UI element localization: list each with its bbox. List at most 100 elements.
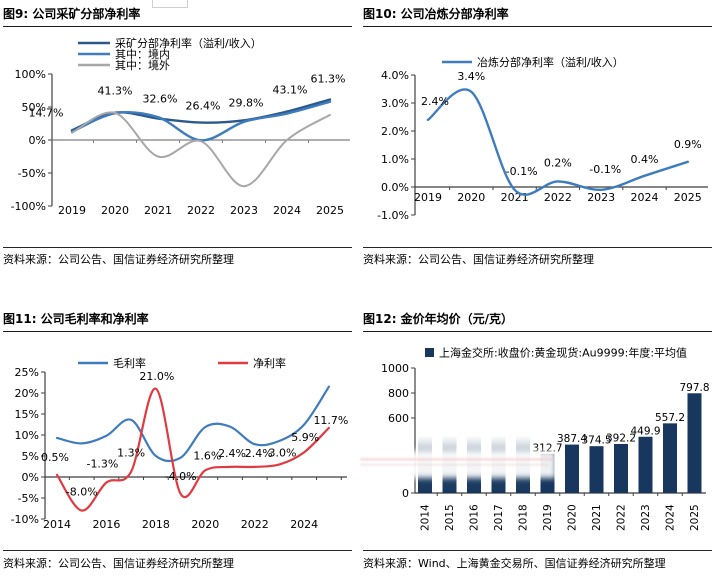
- x-tick-label: 2019: [58, 204, 86, 217]
- series-line-1: [55, 387, 330, 512]
- y-tick-label: 50%: [22, 101, 46, 114]
- x-tick-label: 2025: [316, 204, 344, 217]
- axes: 1000 800 600 0: [381, 362, 706, 500]
- x-tick-label: 2025: [689, 504, 701, 531]
- x-tick-label: 2020: [191, 518, 219, 531]
- series-lines: [426, 88, 689, 196]
- x-tick-label: 2020: [567, 504, 579, 531]
- source-rule: [363, 247, 712, 248]
- y-tick-label: -50%: [18, 167, 46, 180]
- point-label: -0.1%: [506, 165, 538, 178]
- point-label: 2.4%: [245, 447, 273, 460]
- axes: 4.0% 3.0% 2.0% 1.0% 0.0% -1.0% 2019 2020 2021 202…: [377, 69, 708, 222]
- x-tick-label: 2014: [43, 518, 71, 531]
- point-label: 11.7%: [313, 414, 348, 427]
- point-label: 14.7%: [29, 106, 64, 119]
- point-labels: 0.5%-8.0%-1.3%1.3%21.0%-4.0%1.6%2.4%2.4%…: [41, 370, 348, 499]
- point-label: 0.9%: [674, 138, 702, 151]
- point-label: 0.4%: [631, 153, 659, 166]
- x-tick-label: 2022: [187, 204, 215, 217]
- point-label: 43.1%: [273, 84, 308, 97]
- y-tick-label: -10%: [11, 513, 39, 526]
- figure-panel-10: 图10: 公司冶炼分部净利率 4.0% 3.0% 2.0% 1.0% 0.0% -1.0%…: [360, 0, 720, 280]
- point-label: -1.3%: [86, 457, 118, 470]
- y-tick-label: 0: [402, 487, 409, 500]
- y-tick-label: 4.0%: [381, 69, 409, 82]
- bar-value-label: 392.2: [606, 432, 636, 444]
- y-tick-label: 15%: [15, 408, 39, 421]
- x-tick-label: 2016: [469, 504, 481, 531]
- y-tick-label: 600: [388, 412, 409, 425]
- x-tick-label: 2023: [587, 191, 615, 204]
- point-label: 1.6%: [193, 449, 221, 462]
- x-tick-label: 2022: [616, 504, 628, 531]
- source-rule: [363, 550, 712, 551]
- y-tick-label: 0%: [22, 471, 39, 484]
- point-label: 1.3%: [117, 447, 145, 460]
- bar-value-label: 387.4: [557, 433, 587, 445]
- bar-2025: [687, 393, 702, 493]
- figure-9-title: 图9: 公司采矿分部净利率: [3, 7, 141, 21]
- series-line-0: [55, 385, 330, 463]
- legend: 毛利率 净利率: [78, 356, 286, 370]
- y-tick-label: -1.0%: [377, 209, 409, 222]
- title-rule: [3, 26, 352, 27]
- figure-panel-9: 图9: 公司采矿分部净利率 100% 50% 0% -50% -100% 2019 2020…: [0, 0, 360, 280]
- x-tick-label: 2021: [144, 204, 172, 217]
- x-tick-label: 2023: [230, 204, 258, 217]
- point-label: -4.0%: [165, 470, 197, 483]
- figure-9-source: 资料来源：公司公告、国信证券经济研究所整理: [3, 253, 234, 266]
- x-tick-label: 2015: [444, 504, 456, 531]
- series-lines: [70, 98, 332, 188]
- bar-2023: [638, 436, 653, 493]
- point-labels: 14.7% 41.3% 32.6% 26.4% 29.8% 43.1%61.3%: [29, 73, 346, 120]
- bar-2020: [565, 444, 579, 493]
- x-tick-label: 2017: [493, 504, 505, 531]
- point-label: -0.1%: [589, 163, 621, 176]
- x-tick-label: 2025: [674, 191, 702, 204]
- point-label: 41.3%: [98, 85, 133, 98]
- legend-label: 其中：境外: [115, 58, 170, 72]
- axes: 25% 20% 15% 10% 5% 0% -5% -10% 2014 2016 2018 2020 2…: [11, 366, 347, 531]
- point-label: 0.5%: [41, 451, 69, 464]
- y-tick-label: 0.0%: [381, 181, 409, 194]
- x-tick-label: 2024: [631, 191, 659, 204]
- series-line-0: [426, 88, 689, 196]
- figure-12-source: 资料来源：Wind、上海黄金交易所、国信证券经济研究所整理: [363, 557, 666, 570]
- x-tick-label: 2024: [273, 204, 301, 217]
- title-rule: [3, 331, 352, 332]
- source-rule: [3, 247, 352, 248]
- y-tick-label: 20%: [15, 387, 39, 400]
- x-tick-label: 2021: [591, 504, 603, 531]
- x-tick-label: 2022: [241, 518, 269, 531]
- figure-11-source: 资料来源：公司公告、国信证券经济研究所整理: [3, 557, 234, 570]
- legend-label: 采矿分部净利率（溢利/收入）: [115, 36, 262, 50]
- point-label: 3.0%: [269, 446, 297, 459]
- figure-12-title: 图12: 金价年均价（元/克）: [363, 312, 514, 326]
- x-tick-label: 2016: [92, 518, 120, 531]
- source-rule: [3, 550, 352, 551]
- legend: 上海金交所:收盘价:黄金现货:Au9999:年度:平均值: [425, 346, 687, 360]
- x-tick-label: 2014: [420, 504, 432, 531]
- bar-2024: [663, 423, 677, 493]
- y-tick-label: 2.0%: [381, 125, 409, 138]
- point-label: 0.2%: [544, 156, 572, 169]
- bar-2022: [614, 443, 628, 493]
- legend-label: 上海金交所:收盘价:黄金现货:Au9999:年度:平均值: [439, 346, 687, 360]
- legend-label: 其中：境内: [115, 47, 170, 61]
- legend-label: 冶炼分部净利率（溢利/收入）: [477, 55, 624, 69]
- point-label: 3.4%: [457, 70, 485, 83]
- legend: 冶炼分部净利率（溢利/收入）: [442, 55, 624, 69]
- smelting-segment-net-margin-chart: 4.0% 3.0% 2.0% 1.0% 0.0% -1.0% 2019 2020 2021 202…: [377, 55, 708, 222]
- point-labels: 2.4% 3.4% -0.1% 0.2% -0.1% 0.4% 0.9%: [421, 70, 702, 178]
- blur-smear-overlay: [360, 451, 556, 478]
- x-tick-label: 2024: [290, 518, 318, 531]
- x-tick-label: 2024: [665, 504, 677, 531]
- bar-value-label: 557.2: [655, 412, 685, 424]
- x-tick-label: 2019: [542, 504, 554, 531]
- y-tick-label: -5%: [18, 492, 39, 505]
